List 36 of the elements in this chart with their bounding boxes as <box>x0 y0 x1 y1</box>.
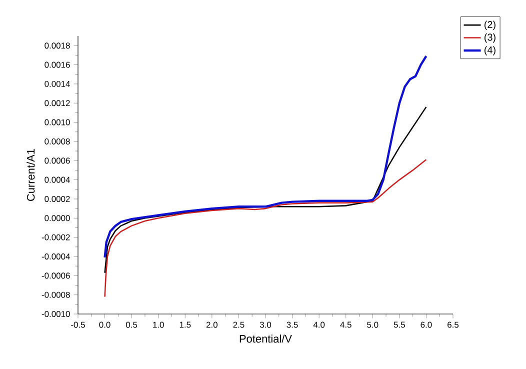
x-axis-title: Potential/V <box>240 334 292 343</box>
x-tick-label: 6.0 <box>420 322 432 328</box>
x-tick-label: 1.0 <box>153 322 164 328</box>
x-tick-label: 1.5 <box>180 322 191 328</box>
line-series <box>104 159 427 298</box>
y-axis-title: Current/A1 <box>26 149 35 201</box>
x-tick-label: 2.5 <box>233 322 244 328</box>
x-tick-label: 4.5 <box>340 322 352 328</box>
y-tick-label: 0.0014 <box>44 80 70 87</box>
y-tick-label: 0.0016 <box>44 62 70 68</box>
y-tick-label: -0.0010 <box>42 311 70 317</box>
x-tick-label: 3.0 <box>260 322 272 328</box>
y-tick-label: 0.0018 <box>44 42 70 49</box>
y-tick-label: 0.0008 <box>44 138 70 144</box>
x-tick-label: 5.0 <box>367 322 378 328</box>
y-tick-label: 0.0000 <box>44 215 70 222</box>
x-tick-label: 5.5 <box>394 322 405 328</box>
x-tick-label: 3.5 <box>286 322 298 328</box>
legend-label: (3) <box>484 33 496 43</box>
y-tick-label: 0.0002 <box>44 196 70 202</box>
x-tick-label: 0.0 <box>99 322 110 328</box>
x-tick-label: 4.0 <box>313 322 325 328</box>
x-tick-label: -0.5 <box>71 322 85 328</box>
x-tick-label: 6.5 <box>448 322 459 328</box>
y-tick-label: -0.0004 <box>42 253 70 260</box>
y-tick-label: 0.0006 <box>44 158 70 164</box>
y-tick-label: 0.0004 <box>44 176 70 183</box>
y-tick-label: -0.0006 <box>42 272 70 279</box>
y-tick-label: -0.0008 <box>42 292 70 298</box>
y-tick-label: 0.0012 <box>44 100 70 106</box>
y-tick-label: -0.0002 <box>42 234 70 240</box>
x-tick-label: 0.5 <box>126 322 138 328</box>
legend-label: (4) <box>484 46 496 56</box>
y-tick-label: 0.0010 <box>44 119 70 126</box>
legend-label: (2) <box>484 20 496 30</box>
x-tick-label: 2.0 <box>206 322 218 328</box>
